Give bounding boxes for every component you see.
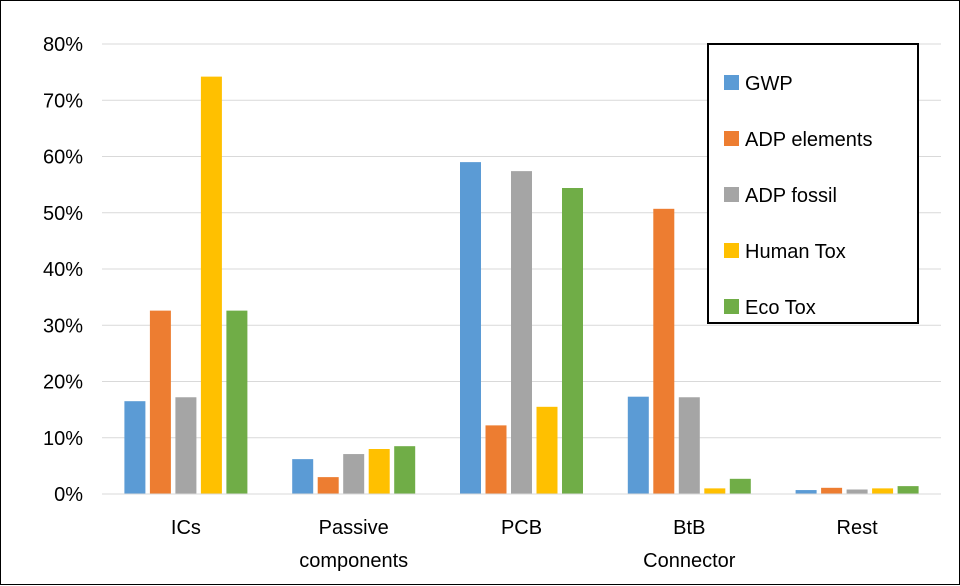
legend-label: Human Tox bbox=[745, 241, 846, 263]
x-tick-label: PCB bbox=[501, 517, 542, 539]
bar-gwp bbox=[292, 459, 314, 494]
bars bbox=[124, 76, 919, 494]
y-tick-label: 70% bbox=[43, 90, 83, 112]
legend-label: GWP bbox=[745, 73, 793, 95]
x-tick-label: ICs bbox=[171, 517, 201, 539]
y-tick-label: 10% bbox=[43, 428, 83, 450]
legend-swatch bbox=[724, 131, 739, 146]
y-axis-ticks: 0% 10% 20% 30% 40% 50% 60% 70% 80% bbox=[43, 34, 83, 506]
legend-label: Eco Tox bbox=[745, 297, 816, 319]
x-axis-ticks: ICs Passive components PCB BtB Connector Rest bbox=[171, 517, 878, 572]
legend-swatch bbox=[724, 187, 739, 202]
x-tick-label: Connector bbox=[643, 550, 736, 572]
x-tick-label: Rest bbox=[837, 517, 879, 539]
bar-gwp bbox=[627, 396, 649, 494]
bar-adp-elements bbox=[485, 425, 507, 494]
y-tick-label: 80% bbox=[43, 34, 83, 56]
legend: GWP ADP elements ADP fossil Human Tox Eco To… bbox=[707, 43, 919, 324]
bar-adp-fossil bbox=[511, 171, 532, 494]
bar-adp-fossil bbox=[846, 489, 868, 494]
bar-human-tox bbox=[200, 76, 222, 494]
x-tick-label: BtB bbox=[673, 517, 705, 539]
bar-eco-tox bbox=[897, 486, 919, 494]
y-tick-label: 40% bbox=[43, 259, 83, 281]
bar-gwp bbox=[795, 490, 817, 494]
bar-adp-fossil bbox=[678, 397, 700, 494]
x-tick-label: Passive bbox=[319, 517, 389, 539]
bar-human-tox bbox=[536, 406, 558, 494]
y-tick-label: 30% bbox=[43, 315, 83, 337]
bar-eco-tox bbox=[226, 310, 248, 494]
bar-human-tox bbox=[368, 449, 390, 494]
legend-swatch bbox=[724, 299, 739, 314]
y-tick-label: 50% bbox=[43, 203, 83, 225]
bar-eco-tox bbox=[729, 478, 751, 494]
y-tick-label: 60% bbox=[43, 147, 83, 169]
legend-label: ADP elements bbox=[745, 129, 872, 151]
bar-human-tox bbox=[704, 488, 726, 494]
y-tick-label: 20% bbox=[43, 372, 83, 394]
y-tick-label: 0% bbox=[54, 484, 83, 506]
bar-gwp bbox=[460, 162, 481, 494]
bar-eco-tox bbox=[562, 188, 583, 494]
bar-adp-elements bbox=[149, 310, 171, 494]
bar-gwp bbox=[124, 401, 146, 494]
legend-box bbox=[707, 43, 919, 324]
legend-label: ADP fossil bbox=[745, 185, 837, 207]
legend-swatch bbox=[724, 243, 739, 258]
legend-swatch bbox=[724, 75, 739, 90]
x-tick-label: components bbox=[299, 550, 408, 572]
bar-adp-elements bbox=[821, 487, 843, 494]
bar-adp-elements bbox=[317, 477, 339, 494]
bar-eco-tox bbox=[394, 446, 416, 494]
bar-adp-fossil bbox=[175, 397, 197, 494]
bar-adp-elements bbox=[653, 208, 675, 494]
bar-human-tox bbox=[872, 488, 894, 494]
bar-adp-fossil bbox=[343, 454, 365, 494]
